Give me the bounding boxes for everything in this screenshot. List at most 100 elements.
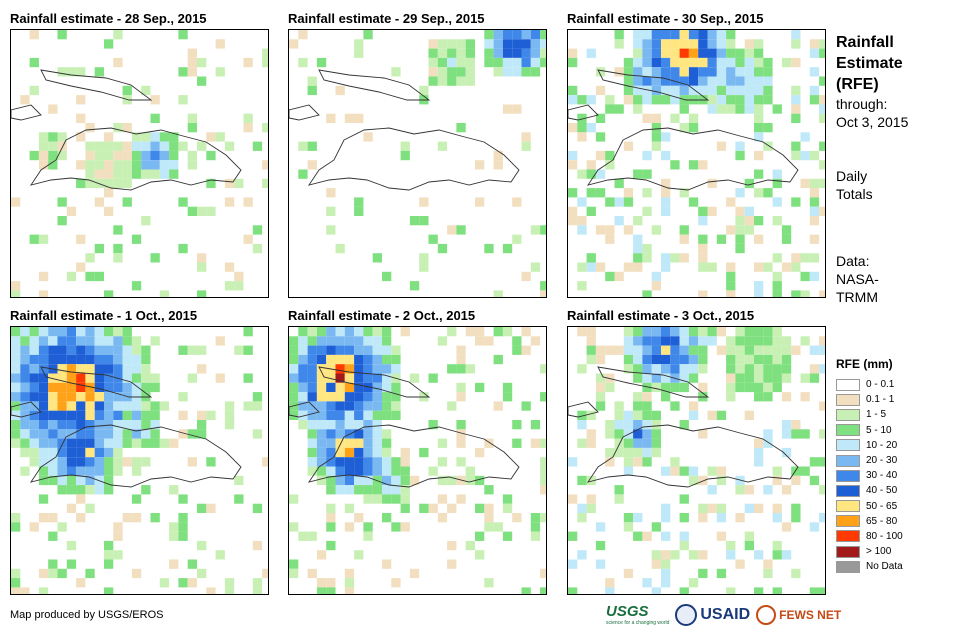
rainfall-cell — [354, 429, 364, 439]
rainfall-cell — [688, 67, 699, 77]
rainfall-cell — [577, 262, 587, 272]
rainfall-cell — [754, 123, 764, 133]
cuba-coastline — [597, 366, 710, 398]
rainfall-cell — [131, 410, 142, 420]
legend-item: 0 - 0.1 — [836, 377, 903, 392]
rainfall-cell — [809, 197, 820, 207]
rainfall-cell — [493, 522, 503, 532]
rainfall-cell — [354, 513, 364, 523]
rainfall-cell — [104, 160, 114, 170]
rainfall-cell — [38, 290, 49, 297]
rainfall-cell — [76, 336, 86, 346]
rainfall-cell — [781, 57, 792, 68]
rainfall-cell — [159, 401, 170, 411]
rainfall-cell — [651, 550, 661, 560]
rainfall-cell — [344, 447, 355, 458]
rainfall-cell — [781, 447, 792, 458]
rainfall-cell — [493, 48, 503, 58]
rainfall-cell — [605, 578, 615, 588]
rainfall-cell — [113, 225, 123, 235]
rainfall-cell — [707, 57, 717, 68]
legend-item: 30 - 40 — [836, 468, 903, 483]
rainfall-cell — [633, 85, 643, 96]
rainfall-cell — [66, 364, 77, 374]
rainfall-cell — [206, 587, 216, 594]
rainfall-cell — [707, 104, 717, 114]
rainfall-cell — [316, 354, 327, 365]
rainfall-cell — [262, 178, 268, 189]
rainfall-cell — [744, 39, 754, 49]
rainfall-cell — [354, 373, 364, 383]
rainfall-cell — [38, 345, 49, 355]
rainfall-cell — [521, 271, 531, 282]
rainfall-cell — [122, 382, 132, 393]
rainfall-cell — [791, 429, 801, 439]
rainfall-cell — [326, 336, 336, 346]
rainfall-cell — [197, 410, 207, 420]
rainfall-cell — [791, 345, 801, 355]
rainfall-cell — [363, 466, 373, 476]
rainfall-cell — [335, 364, 345, 374]
rainfall-cell — [344, 401, 355, 411]
rainfall-cell — [169, 522, 179, 532]
rainfall-cell — [354, 438, 364, 448]
rainfall-cell — [113, 550, 123, 560]
rainfall-cell — [409, 281, 420, 291]
rainfall-cell — [85, 438, 95, 448]
rainfall-cell — [642, 327, 652, 337]
rainfall-cell — [642, 76, 652, 86]
rainfall-cell — [363, 420, 373, 430]
rainfall-cell — [187, 113, 197, 123]
rainfall-cell — [141, 141, 151, 151]
rainfall-cell — [326, 354, 336, 365]
rainfall-cell — [29, 392, 39, 402]
rainfall-cell — [502, 243, 513, 254]
rainfall-cell — [326, 447, 336, 458]
rainfall-cell — [447, 503, 457, 513]
hispaniola-coastline — [307, 424, 520, 488]
rainfall-cell — [113, 160, 123, 170]
rainfall-cell — [428, 39, 438, 49]
rainfall-cell — [530, 30, 541, 40]
rainfall-cell — [744, 76, 754, 86]
rainfall-cell — [29, 234, 39, 244]
rainfall-cell — [763, 364, 773, 374]
rainfall-cell — [391, 364, 401, 374]
rainfall-cell — [642, 48, 652, 58]
rainfall-cell — [382, 410, 392, 420]
rainfall-cell — [372, 354, 382, 365]
rainfall-cell — [326, 206, 336, 216]
rainfall-cell — [772, 197, 782, 207]
rainfall-cell — [809, 85, 820, 96]
rainfall-cell — [493, 67, 503, 77]
rainfall-cell — [772, 475, 782, 486]
rainfall-cell — [104, 429, 114, 439]
rainfall-cell — [335, 420, 345, 430]
rainfall-cell — [661, 85, 671, 96]
rainfall-cell — [605, 197, 615, 207]
rainfall-cell — [568, 85, 578, 96]
rainfall-cell — [809, 188, 820, 198]
rainfall-cell — [326, 382, 336, 393]
rainfall-cell — [298, 364, 308, 374]
rainfall-cell — [122, 354, 132, 365]
rainfall-cell — [20, 447, 30, 458]
rainfall-cell — [530, 420, 541, 430]
rainfall-cell — [29, 336, 39, 346]
rainfall-cell — [623, 57, 634, 68]
rainfall-cell — [57, 364, 67, 374]
rainfall-cell — [642, 169, 652, 179]
rainfall-cell — [595, 67, 606, 77]
island-coastline — [568, 401, 599, 418]
rainfall-cell — [94, 438, 104, 448]
rainfall-cell — [698, 290, 708, 297]
rainfall-cell — [382, 559, 392, 569]
rainfall-cell — [20, 95, 30, 105]
rainfall-cell — [131, 466, 142, 476]
rainfall-cell — [530, 39, 541, 49]
rainfall-cell — [595, 540, 606, 551]
rainfall-cell — [781, 354, 792, 365]
rainfall-cell — [735, 513, 745, 523]
rainfall-cell — [614, 429, 624, 439]
